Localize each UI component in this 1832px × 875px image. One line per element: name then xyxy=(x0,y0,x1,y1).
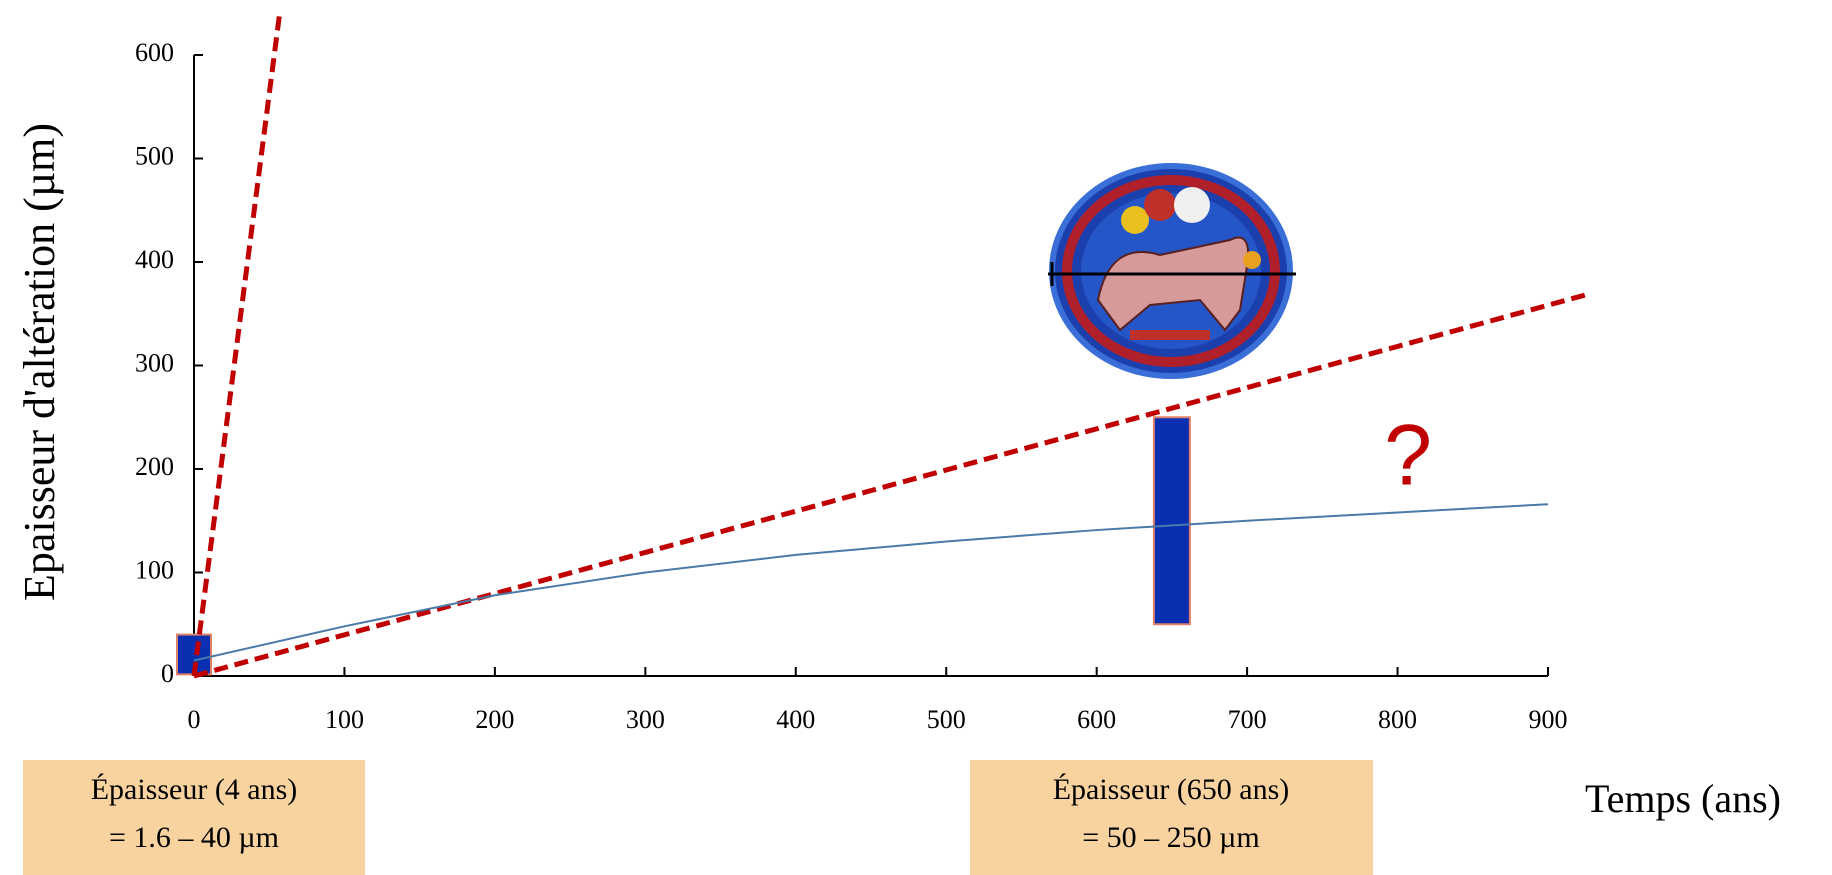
chart: 0 100 200 300 400 500 600 0 100 200 300 400 500 600 70… xyxy=(0,0,1832,875)
range-bar xyxy=(1154,417,1190,624)
x-tick-label: 600 xyxy=(1077,705,1116,734)
x-axis-label: Temps (ans) xyxy=(1585,776,1781,821)
y-tick-label: 400 xyxy=(135,245,174,274)
x-tick-label: 900 xyxy=(1529,705,1568,734)
annotation: = 50 – 250 µm xyxy=(1082,821,1260,854)
y-axis-label: Epaisseur d'altération (µm) xyxy=(15,123,64,601)
annotation: Épaisseur (650 ans) xyxy=(1053,773,1290,806)
series-line xyxy=(194,294,1589,676)
y-tick-label: 300 xyxy=(135,348,174,377)
x-tick-label: 100 xyxy=(325,705,364,734)
x-tick-label: 300 xyxy=(626,705,665,734)
x-tick-label: 400 xyxy=(776,705,815,734)
annotation: = 1.6 – 40 µm xyxy=(109,821,279,854)
x-tick-label: 500 xyxy=(927,705,966,734)
annotation: Épaisseur (4 ans) xyxy=(91,773,298,806)
x-tick-label: 0 xyxy=(188,705,201,734)
stained-glass-picture xyxy=(1048,166,1296,376)
question-mark: ? xyxy=(1384,408,1432,504)
y-tick-label: 200 xyxy=(135,452,174,481)
plot-area: 0 100 200 300 400 500 600 0 100 200 300 400 500 600 70… xyxy=(135,13,1589,734)
y-tick-label: 500 xyxy=(135,141,174,170)
series-line xyxy=(194,13,280,676)
y-tick-label: 100 xyxy=(135,555,174,584)
x-tick-label: 800 xyxy=(1378,705,1417,734)
x-tick-label: 700 xyxy=(1228,705,1267,734)
series-line xyxy=(194,504,1548,660)
y-tick-label: 600 xyxy=(135,38,174,67)
x-tick-label: 200 xyxy=(475,705,514,734)
y-tick-label: 0 xyxy=(161,659,174,688)
